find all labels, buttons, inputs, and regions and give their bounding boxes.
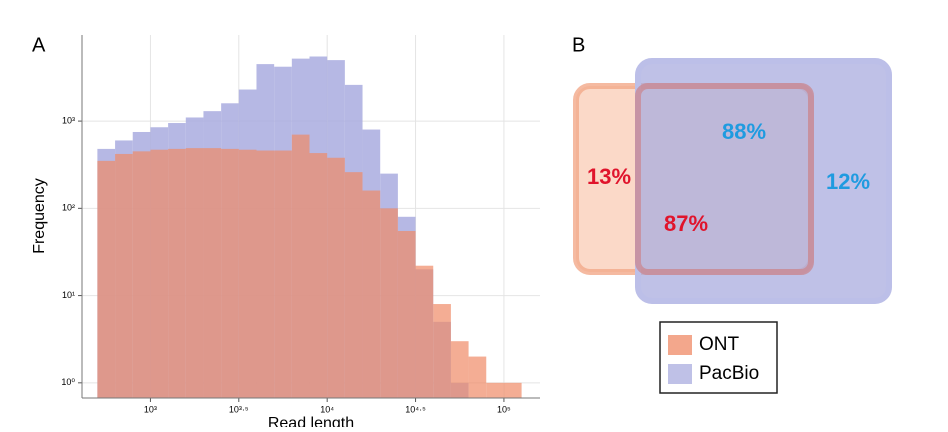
x-tick-label: 10⁴ bbox=[320, 404, 334, 414]
panel-label: A bbox=[32, 34, 46, 56]
histogram-bar bbox=[450, 341, 469, 398]
histogram-bar bbox=[362, 190, 381, 398]
histogram-bar bbox=[115, 153, 133, 398]
histogram-bar bbox=[309, 153, 328, 398]
histogram-bar bbox=[97, 160, 116, 398]
histogram-bar bbox=[397, 230, 416, 398]
y-tick-label: 10⁰ bbox=[61, 377, 75, 387]
legend-swatch bbox=[668, 335, 692, 355]
histogram-bar bbox=[274, 150, 292, 398]
histogram-bar bbox=[291, 134, 310, 398]
y-tick-label: 10² bbox=[62, 203, 75, 213]
histogram-bar bbox=[415, 265, 434, 398]
venn-value-label: 87% bbox=[664, 211, 708, 236]
histogram-bar bbox=[344, 172, 363, 398]
y-tick-label: 10³ bbox=[62, 115, 75, 125]
histogram-bar bbox=[433, 304, 451, 398]
histogram-bar bbox=[380, 208, 398, 398]
venn-value-label: 88% bbox=[722, 119, 766, 144]
x-tick-label: 10³ bbox=[144, 404, 157, 414]
histogram-bar bbox=[132, 151, 151, 398]
y-tick-label: 10¹ bbox=[62, 290, 75, 300]
legend-swatch bbox=[668, 364, 692, 384]
x-tick-label: 10⁵ bbox=[497, 404, 511, 414]
y-axis-title: Frequency bbox=[31, 178, 48, 254]
x-axis-title: Read length bbox=[268, 415, 354, 427]
histogram-bar bbox=[238, 149, 257, 398]
panel-label: B bbox=[572, 34, 585, 56]
x-tick-label: 10⁴·⁵ bbox=[405, 404, 426, 414]
venn-value-label: 13% bbox=[587, 164, 631, 189]
legend-label: PacBio bbox=[699, 363, 759, 384]
histogram-bar bbox=[256, 150, 275, 398]
histogram-bar bbox=[150, 149, 169, 398]
histogram-bar bbox=[468, 356, 487, 398]
x-tick-label: 10³·⁵ bbox=[229, 404, 249, 414]
histogram-bar bbox=[203, 148, 222, 398]
histogram-bar bbox=[221, 148, 239, 398]
histogram-bar bbox=[503, 382, 522, 398]
venn-value-label: 12% bbox=[826, 169, 870, 194]
venn-overlap-border bbox=[635, 83, 814, 275]
histogram-bar bbox=[486, 382, 504, 398]
histogram-bar bbox=[185, 148, 204, 398]
legend-label: ONT bbox=[699, 334, 740, 355]
histogram-bar bbox=[327, 157, 345, 398]
histogram-bar bbox=[168, 148, 186, 398]
